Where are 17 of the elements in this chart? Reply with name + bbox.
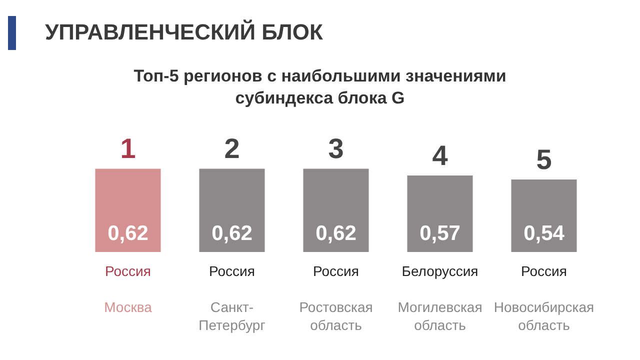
annotation: 2 [224,133,240,164]
data-label: 0,57 [420,222,460,245]
annotation: 3 [328,133,344,164]
category-label: Россия Москва [104,263,152,315]
data-label: 0,62 [108,222,148,245]
category-label: Россия Ростовская область [299,263,373,333]
data-label: 0,62 [316,222,356,245]
category-label: Россия Санкт- Петербург [198,263,266,333]
data-label: 0,54 [524,222,565,245]
annotation: 1 [120,133,136,164]
data-label: 0,62 [212,222,252,245]
category-label: Россия Новосибирская область [494,263,594,333]
chart-title: УПРАВЛЕНЧЕСКИЙ БЛОК [45,20,324,44]
chart-subtitle: Топ-5 регионов с наибольшими значениями субиндекса блока G [134,66,506,108]
annotation: 4 [432,140,448,171]
category-label: Белоруссия Могилевская область [398,263,482,333]
annotation: 5 [536,144,552,175]
